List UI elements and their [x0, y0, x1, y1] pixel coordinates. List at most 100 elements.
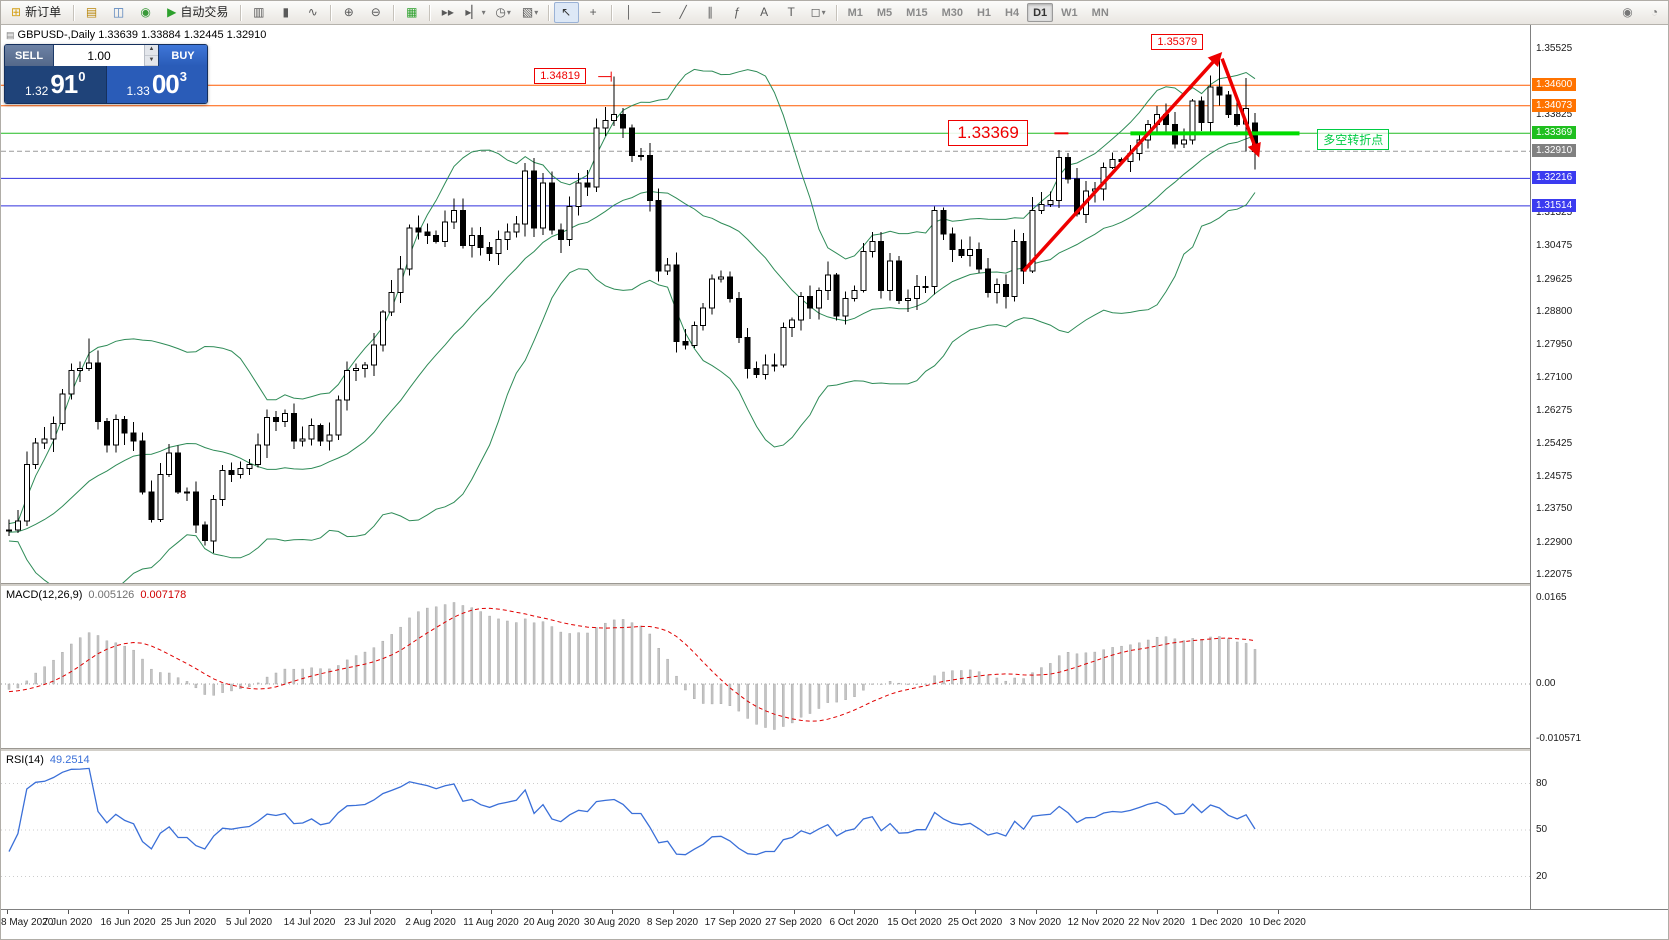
channel-icon[interactable]: ∥: [707, 5, 714, 19]
candle: [922, 286, 929, 289]
macd-bar: [541, 621, 545, 685]
candle: [95, 362, 101, 422]
timeframe-button-m1[interactable]: M1: [847, 6, 863, 19]
pivot-note-label[interactable]: 多空转折点: [1317, 129, 1390, 151]
price-chart[interactable]: [1, 25, 1530, 583]
horizontal-line-icon[interactable]: ─: [651, 5, 661, 19]
candle: [246, 464, 253, 469]
macd-bar: [995, 677, 999, 685]
candle: [112, 419, 119, 446]
autotrading-button-label: 自动交易: [180, 5, 229, 19]
time-tick: [1035, 910, 1037, 914]
candlestick-chart-icon[interactable]: ▮: [282, 5, 290, 19]
ask-price[interactable]: 1.33 00 3: [105, 66, 207, 103]
candle: [753, 368, 760, 376]
candle: [130, 432, 137, 442]
price-label-135379[interactable]: 1.35379: [1151, 33, 1204, 50]
candle: [1020, 241, 1027, 272]
bar-chart-icon[interactable]: ▥: [253, 5, 265, 19]
help-icon[interactable]: ◔: [1650, 5, 1659, 19]
trend-arrow-up[interactable]: [1022, 51, 1223, 273]
rsi-line: [8, 767, 1256, 856]
bid-prefix: 1.32: [24, 84, 49, 98]
price-label-134819[interactable]: 1.34819: [534, 67, 586, 84]
sell-button[interactable]: SELL: [5, 45, 54, 66]
macd-bar: [710, 683, 714, 705]
panel-separator[interactable]: [1, 748, 1668, 751]
timeframe-button-m30[interactable]: M30: [941, 6, 963, 19]
trend-arrow-down[interactable]: [1220, 57, 1261, 158]
timeframe-button-mn[interactable]: MN: [1091, 6, 1109, 19]
fibonacci-icon[interactable]: ƒ: [733, 5, 741, 19]
macd-bar: [888, 681, 892, 685]
price-axis[interactable]: 1.35525 1.33825 1.31325 1.30475 1.29625 1.288…: [1530, 25, 1668, 909]
candle: [121, 419, 128, 434]
candle: [68, 370, 75, 395]
tile-windows-icon[interactable]: ▦: [406, 5, 418, 19]
data-window-icon[interactable]: ◫: [112, 5, 125, 19]
macd-panel[interactable]: MACD(12,26,9) 0.005126 0.007178: [1, 586, 1530, 748]
macd-signal-line: [8, 607, 1256, 722]
candle: [976, 248, 983, 270]
navigator-icon[interactable]: ◉: [140, 5, 151, 19]
timeframe-button-m15[interactable]: M15: [906, 6, 928, 19]
macd-bar: [933, 675, 936, 685]
templates-icon[interactable]: ▧ ▾: [518, 2, 543, 23]
macd-bar: [879, 683, 883, 685]
text-icon[interactable]: A: [760, 5, 769, 19]
shapes-icon[interactable]: ◻ ▾: [806, 2, 831, 23]
timeframe-button-h1[interactable]: H1: [976, 6, 992, 19]
candle: [664, 264, 671, 272]
price-label-133369[interactable]: 1.33369: [948, 120, 1028, 147]
macd-bar: [176, 677, 180, 685]
panel-separator[interactable]: [1, 583, 1668, 586]
auto-scroll-icon[interactable]: ▸▸: [441, 5, 454, 19]
bid-price[interactable]: 1.32 91 0: [5, 66, 106, 103]
ask-prefix: 1.33: [126, 84, 150, 98]
candle: [273, 417, 279, 423]
chart-window: ▤ GBPUSD-,Daily 1.33639 1.33884 1.32445 1…: [1, 25, 1668, 939]
label-icon[interactable]: T: [787, 5, 795, 19]
volume-up-icon[interactable]: ▲: [145, 45, 158, 56]
trendline-icon[interactable]: ╱: [679, 5, 687, 19]
community-icon[interactable]: ◉: [1622, 5, 1633, 19]
volume-down-icon[interactable]: ▼: [145, 55, 158, 66]
timeframe-button-d1[interactable]: D1: [1027, 3, 1054, 22]
rsi-panel[interactable]: RSI(14) 49.2514: [1, 751, 1530, 909]
autotrading-button[interactable]: ▶ 自动交易: [160, 2, 235, 23]
macd-bar: [835, 683, 838, 703]
timeframe-button-h4[interactable]: H4: [1005, 6, 1020, 19]
time-label: 17 Sep 2020: [704, 917, 762, 928]
time-tick: [914, 910, 916, 914]
new-order-button[interactable]: ⊞ 新订单: [4, 2, 68, 23]
line-chart-icon[interactable]: ∿: [307, 5, 318, 19]
candle: [415, 227, 422, 233]
candle: [397, 268, 404, 293]
candle: [602, 119, 609, 129]
candle: [442, 221, 449, 243]
macd-bar: [808, 683, 812, 714]
market-watch-icon[interactable]: ▤: [85, 5, 98, 19]
macd-bar: [1120, 645, 1123, 685]
macd-bar: [915, 683, 919, 685]
chart-shift-icon[interactable]: ▸▏ ▾: [462, 2, 488, 23]
crosshair-icon[interactable]: +: [589, 5, 597, 19]
time-label: 25 Jun 2020: [160, 917, 217, 928]
zoom-out-icon[interactable]: ⊖: [370, 5, 381, 19]
candle: [370, 344, 377, 366]
candle: [406, 227, 413, 270]
zoom-in-icon[interactable]: ⊕: [343, 5, 354, 19]
main-chart-panel[interactable]: ▤ GBPUSD-,Daily 1.33639 1.33884 1.32445 1…: [1, 25, 1530, 583]
cursor-icon[interactable]: ↖: [553, 2, 579, 23]
macd-bar: [345, 659, 349, 685]
time-tick: [491, 910, 492, 914]
volume-input[interactable]: [54, 45, 144, 66]
time-label: 6 Oct 2020: [829, 917, 879, 928]
timeframe-button-m5[interactable]: M5: [876, 6, 893, 19]
buy-button[interactable]: BUY: [158, 45, 207, 66]
periods-icon[interactable]: ◷ ▾: [491, 2, 516, 23]
candle: [86, 362, 93, 370]
vertical-line-icon[interactable]: │: [625, 5, 633, 19]
time-axis[interactable]: 8 May 2020 7 Jun 2020 16 Jun 2020 25 Jun 20…: [1, 909, 1668, 939]
timeframe-button-w1[interactable]: W1: [1061, 6, 1078, 19]
